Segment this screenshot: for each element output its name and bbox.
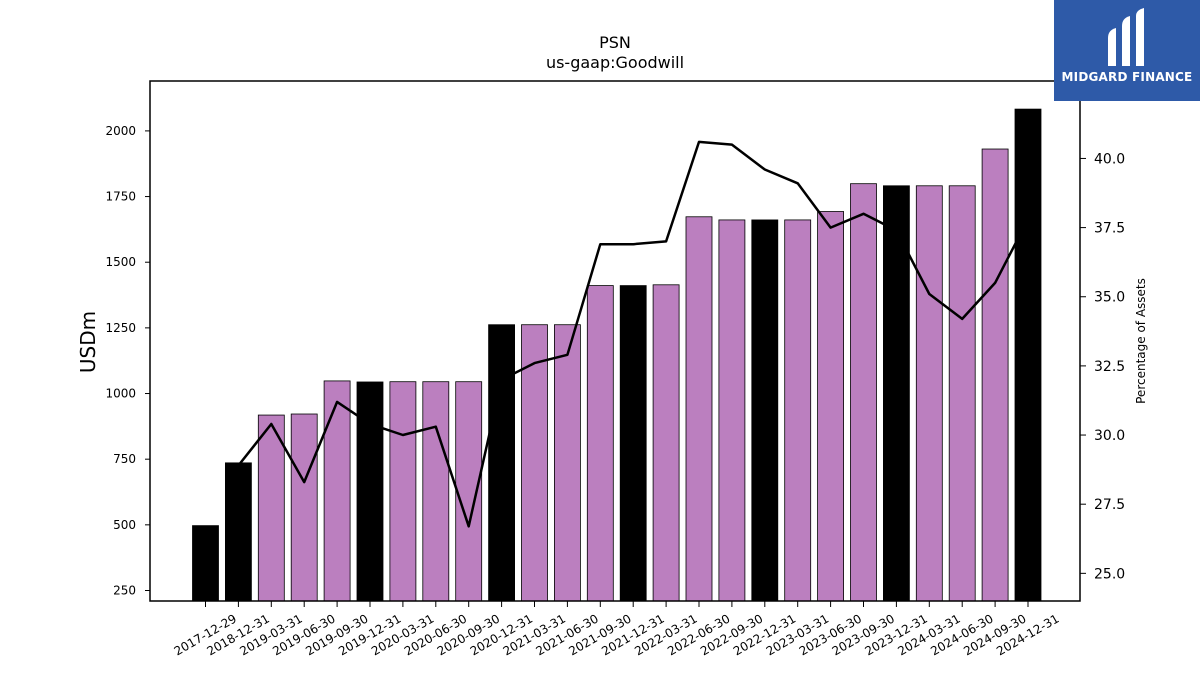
chart-title: PSN	[599, 33, 631, 52]
bar-2022-03-31	[652, 284, 680, 602]
midgard-finance-logo: MIDGARD FINANCE	[1054, 0, 1200, 101]
bar-2019-03-31	[257, 414, 285, 602]
bar-2022-06-30	[685, 216, 713, 602]
y2-tick-label: 30.0	[1094, 428, 1125, 444]
bar-2021-03-31	[521, 324, 548, 602]
y-tick-label: 2000	[105, 124, 136, 138]
bar-2024-03-31	[915, 185, 943, 602]
bar-2018-12-31	[224, 462, 252, 602]
y2-tick-label: 32.5	[1094, 359, 1125, 375]
y-tick-label: 1500	[105, 255, 136, 269]
bar-2024-12-31	[1014, 108, 1042, 602]
bar-2024-06-30	[948, 185, 976, 602]
y-tick-label: 500	[113, 518, 136, 532]
bar-2021-09-30	[586, 285, 614, 602]
y2-tick-label: 35.0	[1094, 290, 1125, 306]
bar-2020-06-30	[422, 381, 450, 602]
midgard-logo-mark-icon	[1108, 8, 1144, 66]
bar-2022-12-31	[751, 219, 779, 602]
bar-2022-09-30	[718, 219, 746, 602]
y-tick-label: 750	[113, 452, 136, 466]
bar-2021-06-30	[554, 324, 581, 602]
bar-2024-09-30	[981, 148, 1009, 602]
percentage-line	[237, 140, 1030, 528]
y2-tick-label: 37.5	[1094, 221, 1125, 237]
bar-2023-09-30	[850, 183, 877, 602]
y2-tick-label: 27.5	[1094, 497, 1125, 513]
bar-2019-12-31	[356, 381, 384, 602]
bar-2021-12-31	[619, 285, 647, 602]
bar-2023-12-31	[883, 185, 910, 602]
logo-brand-text: MIDGARD FINANCE	[1061, 70, 1193, 84]
y-tick-label: 1750	[105, 190, 136, 204]
y-tick-label: 1000	[105, 387, 136, 401]
y-tick-label: 250	[113, 583, 136, 597]
bar-2019-06-30	[290, 413, 318, 602]
y2-tick-label: 25.0	[1094, 566, 1125, 582]
y-tick-label: 1250	[105, 321, 136, 335]
percentage-line-series	[237, 140, 1030, 528]
bar-2017-12-29	[192, 525, 219, 602]
bar-2023-06-30	[817, 211, 844, 602]
y2-tick-label: 40.0	[1094, 151, 1125, 167]
bar-2019-09-30	[323, 380, 351, 602]
plot-frame	[149, 80, 1081, 602]
bar-series	[192, 108, 1042, 602]
y2-axis-label: Percentage of Assets	[1134, 278, 1148, 404]
bar-2023-03-31	[784, 219, 812, 602]
bar-2020-03-31	[389, 381, 417, 602]
chart-subtitle: us-gaap:Goodwill	[546, 53, 684, 72]
y-axis-label: USDm	[76, 311, 100, 373]
bar-2020-12-31	[488, 324, 516, 602]
